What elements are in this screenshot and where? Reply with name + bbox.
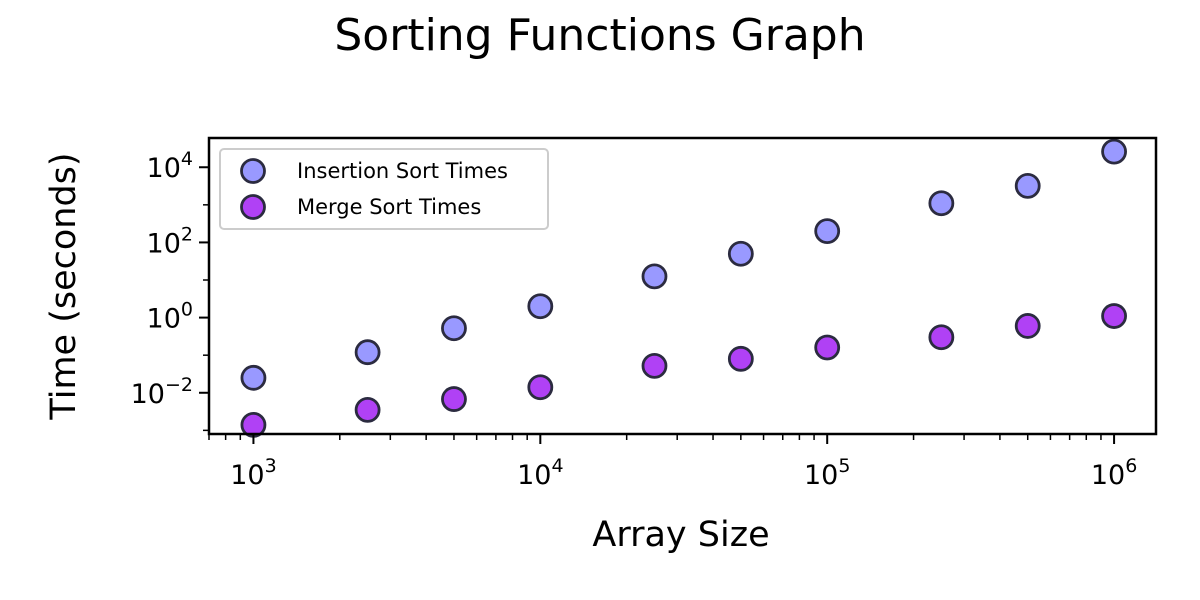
data-point [1101, 138, 1127, 165]
y-tick-base: 10 [147, 304, 181, 335]
data-point [1014, 313, 1041, 339]
data-point [441, 315, 467, 342]
y-tick-exponent: 0 [181, 299, 193, 321]
y-tick-base: 10 [131, 379, 165, 410]
y-tick-label: 102 [147, 223, 193, 259]
x-tick-base: 10 [517, 460, 551, 491]
x-tick-label: 105 [804, 455, 850, 491]
x-tick-label: 104 [517, 455, 563, 491]
data-point [814, 334, 841, 361]
y-tick-exponent: −2 [165, 374, 193, 396]
legend-label: Insertion Sort Times [297, 159, 508, 183]
legend: Insertion Sort Times Merge Sort Times [219, 148, 549, 230]
x-tick-base: 10 [1091, 460, 1125, 491]
chart-title: Sorting Functions Graph [334, 10, 865, 61]
x-tick-base: 10 [230, 460, 264, 491]
data-point [727, 345, 754, 372]
y-tick-label: 100 [147, 299, 193, 335]
data-point [641, 352, 668, 379]
series-merge-sort [240, 303, 1127, 438]
x-tick-exponent: 5 [838, 455, 850, 477]
y-tick-label: 104 [147, 148, 193, 184]
x-tick-base: 10 [804, 460, 838, 491]
x-tick-label: 106 [1091, 455, 1137, 491]
data-point [527, 293, 554, 320]
legend-marker [240, 194, 266, 220]
data-point [727, 240, 754, 267]
legend-label: Merge Sort Times [297, 195, 481, 219]
x-axis-label: Array Size [592, 515, 769, 555]
y-tick-base: 10 [147, 153, 181, 184]
data-point [240, 364, 267, 391]
legend-marker [240, 158, 266, 184]
data-point [814, 218, 841, 245]
data-point [441, 386, 467, 412]
x-tick-exponent: 6 [1125, 455, 1137, 477]
y-axis-label: Time (seconds) [44, 152, 84, 420]
x-tick-exponent: 3 [265, 455, 277, 477]
data-point [1014, 172, 1041, 199]
data-point [641, 263, 668, 290]
x-tick-label: 103 [230, 455, 276, 491]
data-point [928, 324, 955, 351]
plot-area [240, 138, 1127, 438]
y-tick-exponent: 2 [181, 223, 193, 245]
data-point [527, 374, 554, 401]
data-point [354, 397, 381, 423]
data-point [1101, 303, 1127, 329]
data-point [354, 339, 381, 366]
y-tick-label: 10−2 [131, 374, 193, 410]
plot-frame [207, 136, 1158, 436]
legend-box [219, 148, 549, 230]
y-tick-exponent: 4 [181, 148, 193, 170]
data-point [928, 190, 955, 217]
x-tick-exponent: 4 [551, 455, 563, 477]
y-tick-base: 10 [147, 228, 181, 259]
series-insertion-sort [240, 138, 1127, 391]
